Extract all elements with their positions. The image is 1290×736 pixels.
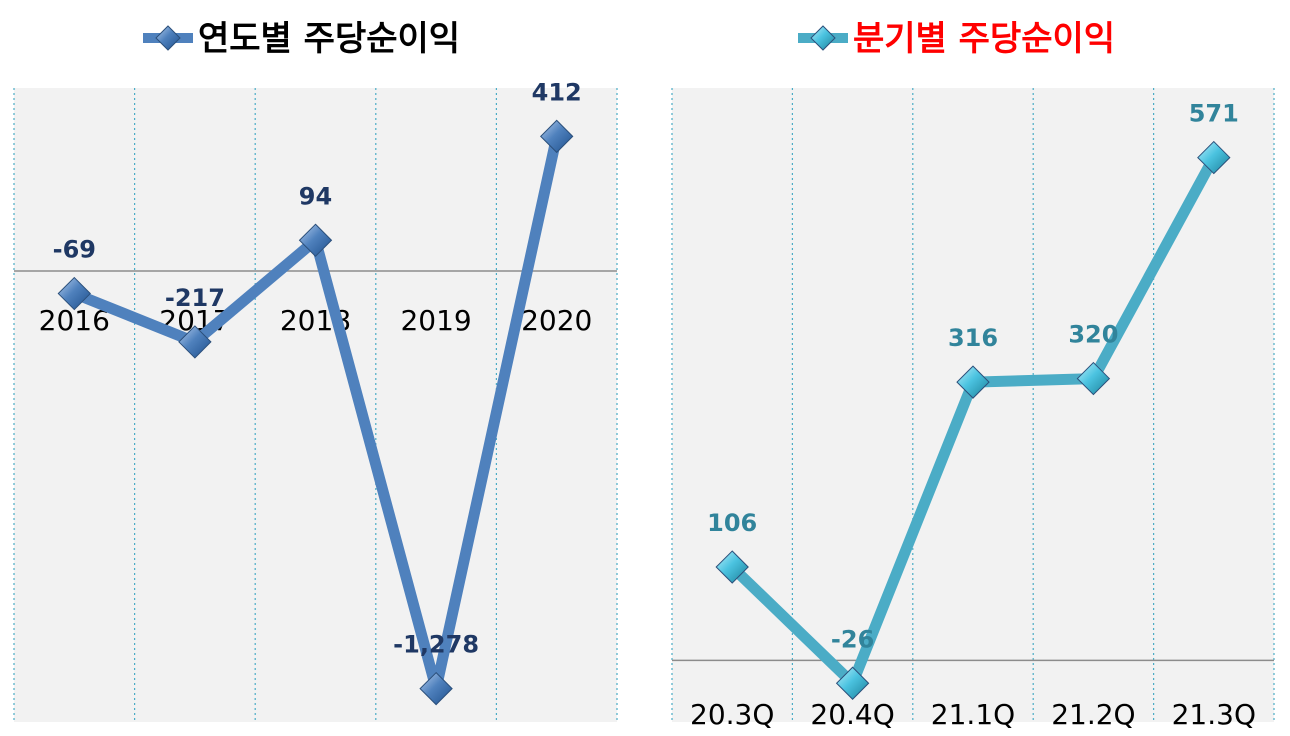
- data-label: 320: [1068, 321, 1118, 349]
- data-label: -69: [53, 236, 96, 264]
- data-label: 571: [1189, 100, 1239, 128]
- x-tick-label: 21.2Q: [1051, 698, 1135, 731]
- data-point-marker: [1197, 140, 1231, 175]
- chart-title-legend: 연도별 주당순이익: [143, 19, 460, 59]
- data-label: -26: [831, 625, 874, 653]
- data-point-marker: [835, 666, 870, 700]
- data-label: 106: [707, 509, 757, 537]
- data-point-marker: [956, 365, 990, 399]
- x-tick-label: 20.3Q: [690, 698, 774, 731]
- plot-area: [14, 88, 617, 722]
- x-tick-label: 2019: [400, 304, 471, 337]
- x-tick-label: 21.3Q: [1172, 698, 1256, 731]
- data-label: -1,278: [393, 631, 479, 659]
- x-tick-label: 2020: [521, 304, 592, 337]
- data-point-marker: [715, 550, 749, 584]
- data-label: 412: [532, 78, 582, 106]
- x-tick-label: 20.4Q: [810, 698, 894, 731]
- chart-2: 20.3Q 20.4Q 21.1Q 21.2Q 21.3Q 106 -26 316 320 571…: [671, 19, 1275, 731]
- chart-title: 분기별 주당순이익: [853, 19, 1115, 59]
- data-label: 94: [299, 182, 332, 210]
- data-point-marker: [298, 223, 333, 257]
- chart-title-legend: 분기별 주당순이익: [798, 19, 1115, 59]
- data-point-marker: [419, 671, 453, 706]
- x-tick-label: 21.1Q: [931, 698, 1015, 731]
- data-point-marker: [178, 325, 212, 359]
- chart-1: 2016 2017 2018 2019 2020-69-21794-1,278412연도…: [13, 19, 618, 722]
- data-label: -217: [165, 284, 225, 312]
- legend-diamond-icon: [810, 25, 836, 51]
- data-label: 316: [948, 324, 998, 352]
- data-point-marker: [1076, 361, 1111, 396]
- data-point-marker: [57, 276, 92, 311]
- chart-title: 연도별 주당순이익: [198, 19, 460, 59]
- data-point-marker: [539, 119, 574, 154]
- plot-area: [672, 88, 1274, 722]
- legend-diamond-icon: [155, 25, 181, 51]
